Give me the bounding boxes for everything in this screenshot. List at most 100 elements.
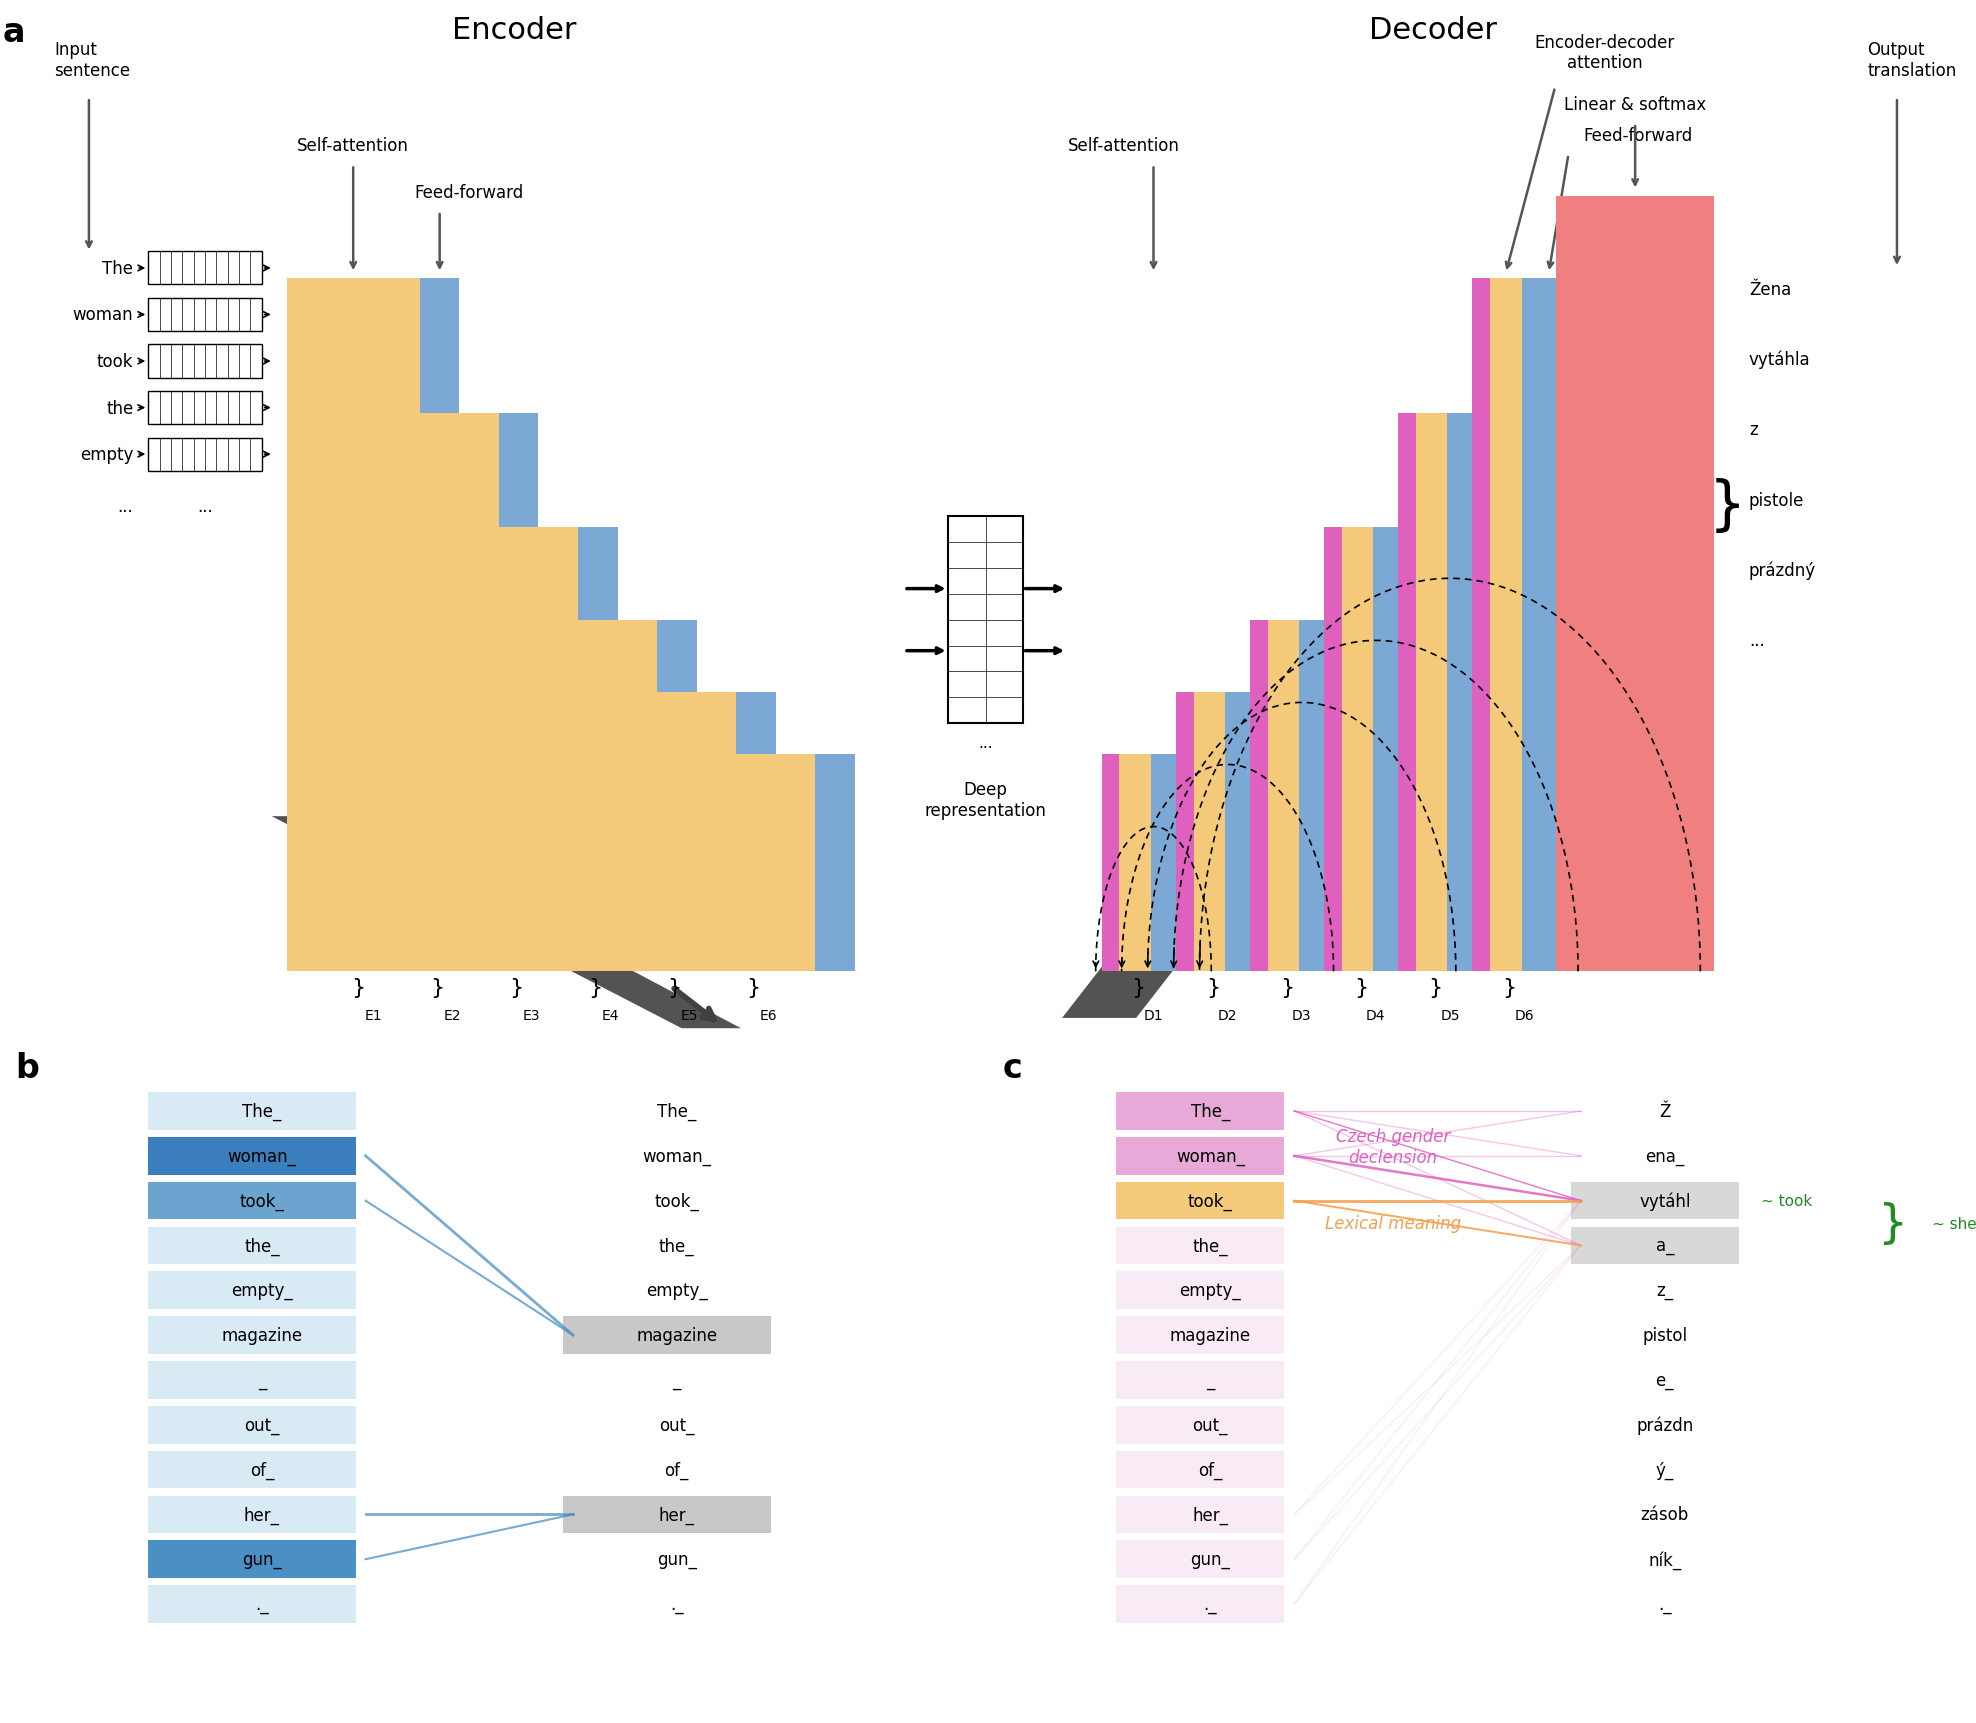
Polygon shape bbox=[1063, 491, 1545, 1018]
Text: z: z bbox=[1749, 420, 1757, 439]
Bar bbox=[1176, 693, 1194, 972]
Text: D1: D1 bbox=[1144, 1008, 1164, 1022]
Bar bbox=[1324, 527, 1342, 972]
Text: woman_: woman_ bbox=[642, 1148, 711, 1165]
Text: of_: of_ bbox=[249, 1461, 275, 1478]
Text: }: } bbox=[668, 977, 682, 998]
Bar bbox=[498, 414, 537, 972]
Bar bbox=[148, 1182, 356, 1220]
Text: took_: took_ bbox=[1188, 1192, 1233, 1210]
Bar bbox=[1571, 1182, 1739, 1220]
Bar bbox=[1300, 620, 1354, 972]
Bar bbox=[1267, 620, 1298, 972]
Bar bbox=[577, 527, 617, 972]
Bar bbox=[1571, 1227, 1739, 1265]
Bar bbox=[148, 1540, 356, 1578]
Text: of_: of_ bbox=[664, 1461, 690, 1478]
Text: magazine: magazine bbox=[1170, 1327, 1251, 1344]
Text: D6: D6 bbox=[1514, 1008, 1533, 1022]
Text: _: _ bbox=[257, 1372, 267, 1389]
Bar bbox=[148, 1272, 356, 1309]
Text: woman_: woman_ bbox=[1176, 1148, 1245, 1165]
Text: ._: ._ bbox=[1658, 1595, 1672, 1613]
Bar bbox=[1116, 1585, 1284, 1623]
Text: }: } bbox=[1709, 477, 1745, 536]
Bar bbox=[1490, 279, 1522, 972]
Text: }: } bbox=[589, 977, 603, 998]
Text: _: _ bbox=[1205, 1372, 1215, 1389]
Text: took: took bbox=[97, 353, 134, 370]
Text: D5: D5 bbox=[1441, 1008, 1460, 1022]
Text: prázdný: prázdný bbox=[1749, 562, 1816, 581]
Text: E2: E2 bbox=[443, 1008, 460, 1022]
Text: zásob: zásob bbox=[1640, 1506, 1689, 1523]
Text: of_: of_ bbox=[1197, 1461, 1223, 1478]
Bar bbox=[1522, 279, 1577, 972]
Text: ...: ... bbox=[1749, 632, 1765, 650]
Text: out_: out_ bbox=[245, 1416, 279, 1434]
Text: pistol: pistol bbox=[1642, 1327, 1688, 1344]
Text: out_: out_ bbox=[660, 1416, 694, 1434]
Text: the: the bbox=[107, 400, 134, 417]
Text: ena_: ena_ bbox=[1646, 1148, 1684, 1165]
Text: ._: ._ bbox=[670, 1595, 684, 1613]
Text: ~ took: ~ took bbox=[1761, 1194, 1812, 1208]
Bar bbox=[1555, 196, 1713, 972]
Text: prázdn: prázdn bbox=[1636, 1416, 1693, 1434]
Bar bbox=[1116, 1182, 1284, 1220]
Text: E5: E5 bbox=[680, 1008, 698, 1022]
Text: gun_: gun_ bbox=[241, 1551, 283, 1568]
Bar bbox=[148, 1585, 356, 1623]
Text: E4: E4 bbox=[601, 1008, 618, 1022]
Text: out_: out_ bbox=[1194, 1416, 1227, 1434]
Text: ~ she took out: ~ she took out bbox=[1933, 1216, 1976, 1230]
Text: Ž: Ž bbox=[1660, 1103, 1670, 1120]
Text: Input
sentence: Input sentence bbox=[55, 41, 130, 81]
Bar bbox=[1116, 1092, 1284, 1130]
Text: D2: D2 bbox=[1217, 1008, 1237, 1022]
Text: magazine: magazine bbox=[636, 1327, 717, 1344]
Text: }: } bbox=[1205, 977, 1219, 998]
Bar bbox=[1225, 693, 1280, 972]
Bar bbox=[148, 252, 261, 286]
Text: }: } bbox=[1280, 977, 1294, 998]
Text: E1: E1 bbox=[364, 1008, 381, 1022]
Bar bbox=[1415, 414, 1446, 972]
Text: e_: e_ bbox=[1656, 1372, 1674, 1389]
Text: her_: her_ bbox=[1192, 1506, 1229, 1523]
Bar bbox=[563, 1316, 771, 1354]
Text: ...: ... bbox=[119, 498, 134, 515]
Text: }: } bbox=[1502, 977, 1516, 998]
Text: The_: The_ bbox=[243, 1103, 281, 1120]
Bar bbox=[1116, 1451, 1284, 1489]
Bar bbox=[148, 1496, 356, 1533]
Text: }: } bbox=[431, 977, 445, 998]
Text: _: _ bbox=[672, 1372, 682, 1389]
Text: }: } bbox=[747, 977, 761, 998]
Bar bbox=[1342, 527, 1373, 972]
Bar bbox=[1116, 1496, 1284, 1533]
Polygon shape bbox=[271, 817, 741, 1029]
Text: c: c bbox=[1002, 1051, 1022, 1084]
Text: Output
translation: Output translation bbox=[1867, 41, 1956, 81]
Text: ...: ... bbox=[198, 498, 213, 515]
Bar bbox=[1249, 620, 1267, 972]
Bar bbox=[1373, 527, 1427, 972]
Bar bbox=[1116, 1361, 1284, 1399]
Bar bbox=[366, 414, 500, 972]
Text: The_: The_ bbox=[1192, 1103, 1229, 1120]
Text: }: } bbox=[1877, 1201, 1907, 1246]
Text: E6: E6 bbox=[759, 1008, 777, 1022]
Bar bbox=[1150, 755, 1205, 972]
Text: empty: empty bbox=[79, 446, 134, 463]
Text: gun_: gun_ bbox=[656, 1551, 698, 1568]
Text: Feed-forward: Feed-forward bbox=[1583, 128, 1691, 145]
Text: The: The bbox=[103, 260, 134, 277]
Text: ._: ._ bbox=[1203, 1595, 1217, 1613]
Bar bbox=[445, 527, 577, 972]
Text: Self-attention: Self-attention bbox=[296, 138, 409, 155]
Text: her_: her_ bbox=[658, 1506, 696, 1523]
Text: vytáhla: vytáhla bbox=[1749, 350, 1810, 369]
Text: The_: The_ bbox=[658, 1103, 696, 1120]
Text: Deep
representation: Deep representation bbox=[925, 781, 1047, 820]
